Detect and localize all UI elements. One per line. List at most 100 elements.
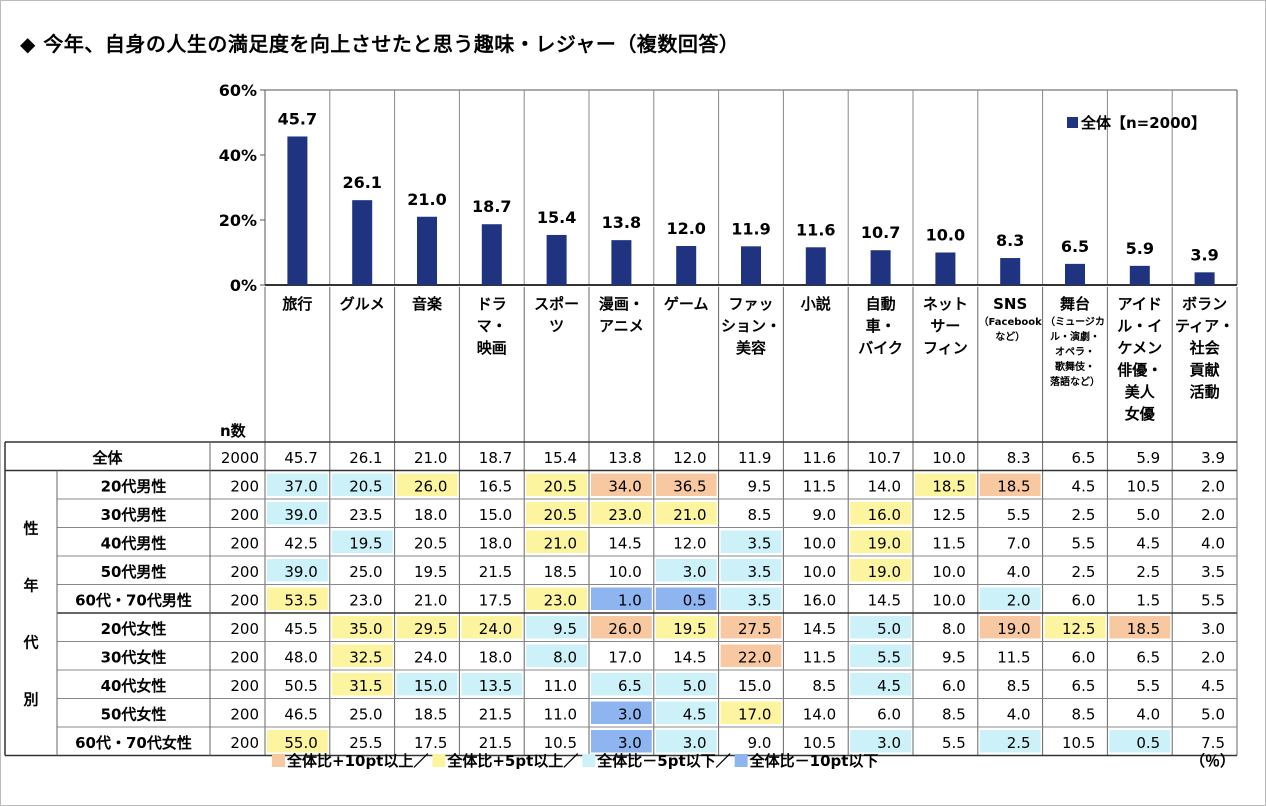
table-cell: 17.0 <box>608 649 641 667</box>
row-label: 50代男性 <box>101 563 167 581</box>
highlight-cell <box>850 530 911 553</box>
category-label: 女優 <box>1125 405 1156 423</box>
table-cell: 12.0 <box>673 535 706 553</box>
footer-legend-swatch <box>272 754 285 767</box>
group-label-char: 代 <box>22 634 38 652</box>
table-cell: 17.5 <box>414 734 447 752</box>
n-value: 200 <box>230 478 259 496</box>
table-cell: 2.0 <box>1201 506 1225 524</box>
table-cell: 9.5 <box>553 620 577 638</box>
table-cell: 9.0 <box>812 506 836 524</box>
highlight-cell <box>979 616 1041 639</box>
table-cell: 6.5 <box>1072 677 1096 695</box>
table-cell: 10.0 <box>932 592 965 610</box>
table-cell: 1.5 <box>1136 592 1160 610</box>
table-cell: 0.5 <box>1136 734 1160 752</box>
category-label: ボラン <box>1182 295 1227 313</box>
category-label: グルメ <box>340 295 385 313</box>
category-label: 美人 <box>1125 383 1156 401</box>
highlight-cell <box>331 673 393 696</box>
group-label-char: 年 <box>23 577 38 595</box>
y-tick-label: 0% <box>230 276 257 295</box>
table-cell: 4.5 <box>1136 535 1160 553</box>
table-cell: 6.0 <box>1072 592 1096 610</box>
highlight-cell <box>331 530 393 553</box>
table-cell: 6.5 <box>1136 649 1160 667</box>
highlight-cell <box>591 701 652 724</box>
bar-value-label: 11.6 <box>796 220 835 239</box>
table-cell: 36.5 <box>673 478 706 496</box>
footer-legend-label: 全体比－5pt以下／ <box>596 752 730 770</box>
table-cell: 11.5 <box>803 478 836 496</box>
bar-value-label: 45.7 <box>278 109 317 128</box>
category-label: アイド <box>1118 295 1162 313</box>
table-cell: 53.5 <box>284 592 317 610</box>
n-value: 2000 <box>221 449 259 467</box>
highlight-cell <box>526 587 587 610</box>
highlight-cell <box>720 701 782 724</box>
highlight-cell <box>979 587 1041 610</box>
highlight-cell <box>850 559 911 582</box>
table-cell: 7.5 <box>1201 734 1225 752</box>
table-cell: 4.5 <box>877 677 901 695</box>
category-label: ケメン <box>1118 339 1163 357</box>
highlight-cell <box>915 473 976 496</box>
table-cell: 12.5 <box>1062 620 1095 638</box>
row-label: 40代男性 <box>101 535 167 553</box>
table-cell: 10.5 <box>1062 734 1095 752</box>
table-cell: 10.0 <box>803 563 836 581</box>
bar-value-label: 3.9 <box>1190 245 1218 264</box>
row-label: 50代女性 <box>101 706 167 724</box>
highlight-cell <box>850 730 911 753</box>
table-cell: 4.5 <box>683 706 707 724</box>
table-cell: 16.5 <box>479 478 512 496</box>
table-cell: 42.5 <box>284 535 317 553</box>
table-cell: 3.0 <box>877 734 901 752</box>
table-cell: 9.5 <box>748 478 772 496</box>
table-cell: 20.5 <box>349 478 382 496</box>
bar <box>870 250 891 285</box>
page-title: ◆ 今年、自身の人生の満足度を向上させたと思う趣味・レジャー（複数回答） <box>20 32 740 56</box>
highlight-cell <box>267 473 328 496</box>
table-cell: 17.5 <box>479 592 512 610</box>
table-cell: 8.0 <box>942 620 966 638</box>
table-cell: 26.0 <box>414 478 447 496</box>
table-cell: 5.0 <box>1201 706 1225 724</box>
table-cell: 18.5 <box>414 706 447 724</box>
table-cell: 14.5 <box>608 535 641 553</box>
table-cell: 32.5 <box>349 649 382 667</box>
table-cell: 8.5 <box>748 506 772 524</box>
row-label: 40代女性 <box>101 677 167 695</box>
table-cell: 19.0 <box>868 563 901 581</box>
highlight-cell <box>331 616 393 639</box>
n-value: 200 <box>230 506 259 524</box>
table-cell: 5.5 <box>877 649 901 667</box>
bar <box>611 240 632 285</box>
highlight-cell <box>720 587 782 610</box>
table-cell: 9.0 <box>748 734 772 752</box>
table-cell: 5.5 <box>1201 592 1225 610</box>
row-label: 30代女性 <box>101 649 167 667</box>
table-cell: 29.5 <box>414 620 447 638</box>
table-cell: 5.5 <box>1007 506 1031 524</box>
table-cell: 11.0 <box>544 677 577 695</box>
bar <box>1129 265 1150 285</box>
table-cell: 5.9 <box>1136 449 1160 467</box>
table-cell: 0.5 <box>683 592 707 610</box>
table-cell: 13.8 <box>608 449 641 467</box>
footer-legend-label: 全体比+5pt以上／ <box>446 752 578 770</box>
group-label-char: 別 <box>22 691 38 709</box>
table-cell: 45.7 <box>284 449 317 467</box>
highlight-cell <box>655 559 717 582</box>
table-cell: 14.5 <box>868 592 901 610</box>
table-cell: 27.5 <box>738 620 771 638</box>
bar-value-label: 6.5 <box>1061 237 1089 256</box>
category-label: ル・イ <box>1117 317 1162 335</box>
table-cell: 15.0 <box>738 677 771 695</box>
table-cell: 31.5 <box>349 677 382 695</box>
table-cell: 18.5 <box>997 478 1030 496</box>
category-label: 貢献 <box>1190 361 1220 379</box>
highlight-cell <box>979 473 1041 496</box>
table-cell: 12.0 <box>673 449 706 467</box>
bar <box>287 136 308 285</box>
